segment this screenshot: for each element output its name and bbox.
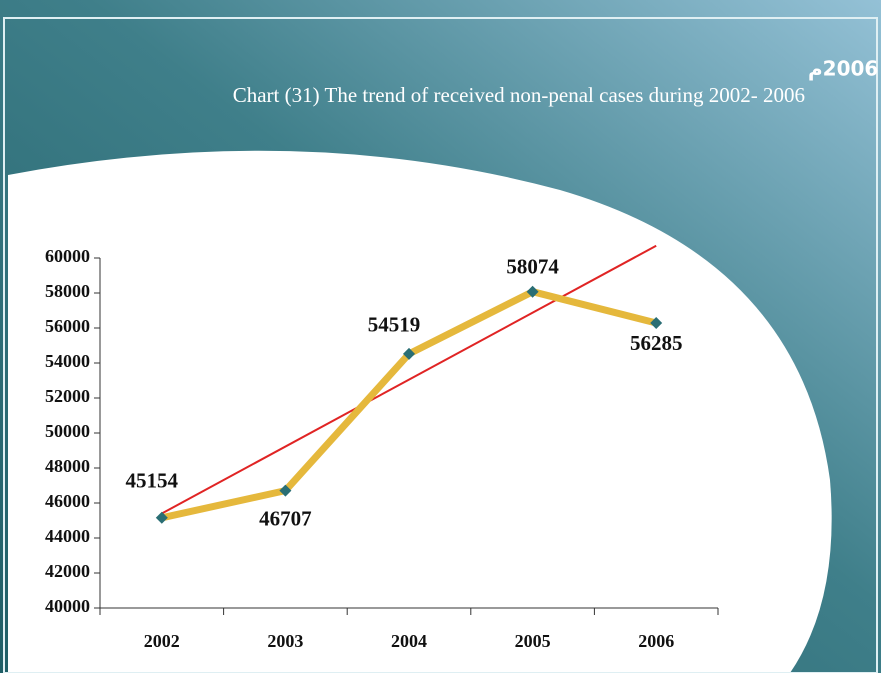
y-tick-label: 56000 bbox=[45, 316, 90, 336]
x-tick-label: 2005 bbox=[515, 631, 551, 651]
data-label: 45154 bbox=[126, 469, 179, 493]
white-panel bbox=[8, 150, 832, 673]
x-tick-label: 2003 bbox=[267, 631, 303, 651]
data-label: 46707 bbox=[259, 506, 312, 530]
chart-subtitle: Chart (31) The trend of received non-pen… bbox=[233, 83, 805, 107]
y-tick-label: 52000 bbox=[45, 386, 90, 406]
marker bbox=[279, 484, 292, 497]
marker bbox=[526, 285, 539, 298]
y-tick-label: 46000 bbox=[45, 491, 90, 511]
y-tick-label: 42000 bbox=[45, 561, 90, 581]
x-tick-label: 2002 bbox=[144, 631, 180, 651]
data-label: 58074 bbox=[506, 255, 559, 279]
chart-title: شكل (31) الاتجاه العام للقضايا غير الجزا… bbox=[808, 57, 881, 81]
y-tick-label: 44000 bbox=[45, 526, 90, 546]
x-tick-label: 2004 bbox=[391, 631, 427, 651]
frame bbox=[3, 17, 878, 673]
marker bbox=[155, 511, 168, 524]
y-tick-label: 60000 bbox=[45, 246, 90, 266]
y-tick-label: 54000 bbox=[45, 351, 90, 371]
y-tick-label: 58000 bbox=[45, 281, 90, 301]
x-tick-label: 2006 bbox=[638, 631, 674, 651]
marker bbox=[650, 317, 663, 330]
data-label: 56285 bbox=[630, 331, 683, 355]
y-tick-label: 40000 bbox=[45, 596, 90, 616]
trendline bbox=[161, 244, 657, 515]
marker bbox=[403, 347, 415, 360]
y-tick-label: 50000 bbox=[45, 421, 90, 441]
y-tick-label: 48000 bbox=[45, 456, 90, 476]
data-label: 54519 bbox=[368, 313, 421, 337]
